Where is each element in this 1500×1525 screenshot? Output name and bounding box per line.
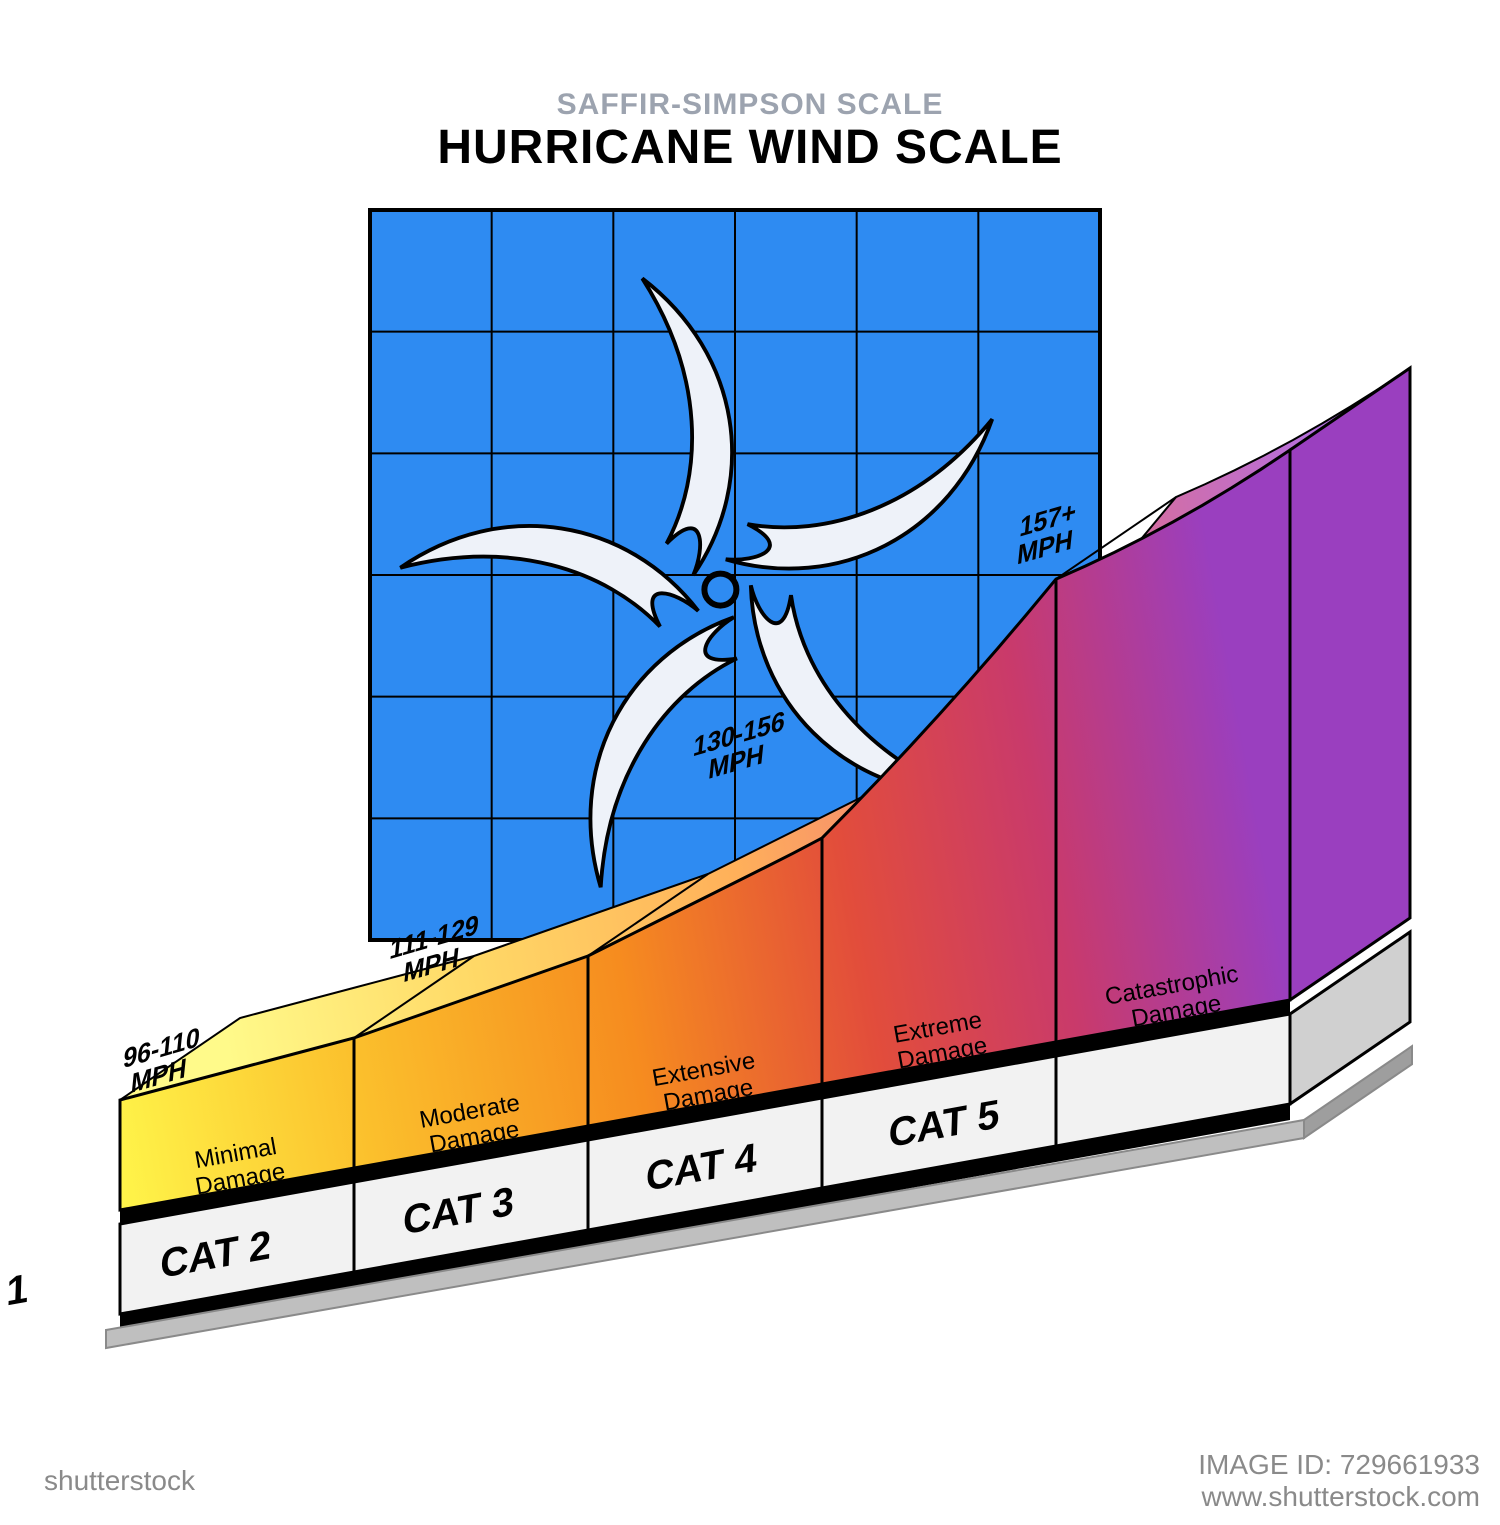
footer: shutterstock IMAGE ID: 729661933 www.shu…	[0, 1449, 1500, 1513]
cat-label: CAT 1	[0, 1264, 29, 1330]
footer-id: IMAGE ID: 729661933	[1198, 1449, 1480, 1481]
ramp-side	[1290, 368, 1410, 1000]
hurricane-scale-infographic: { "header": { "subtitle": "SAFFIR-SIMPSO…	[0, 0, 1500, 1525]
diagram-svg: CAT 1MinimalDamage74-95MPHCAT 2ModerateD…	[0, 0, 1500, 1525]
footer-site: www.shutterstock.com	[1198, 1481, 1480, 1513]
footer-left: shutterstock	[44, 1465, 195, 1497]
